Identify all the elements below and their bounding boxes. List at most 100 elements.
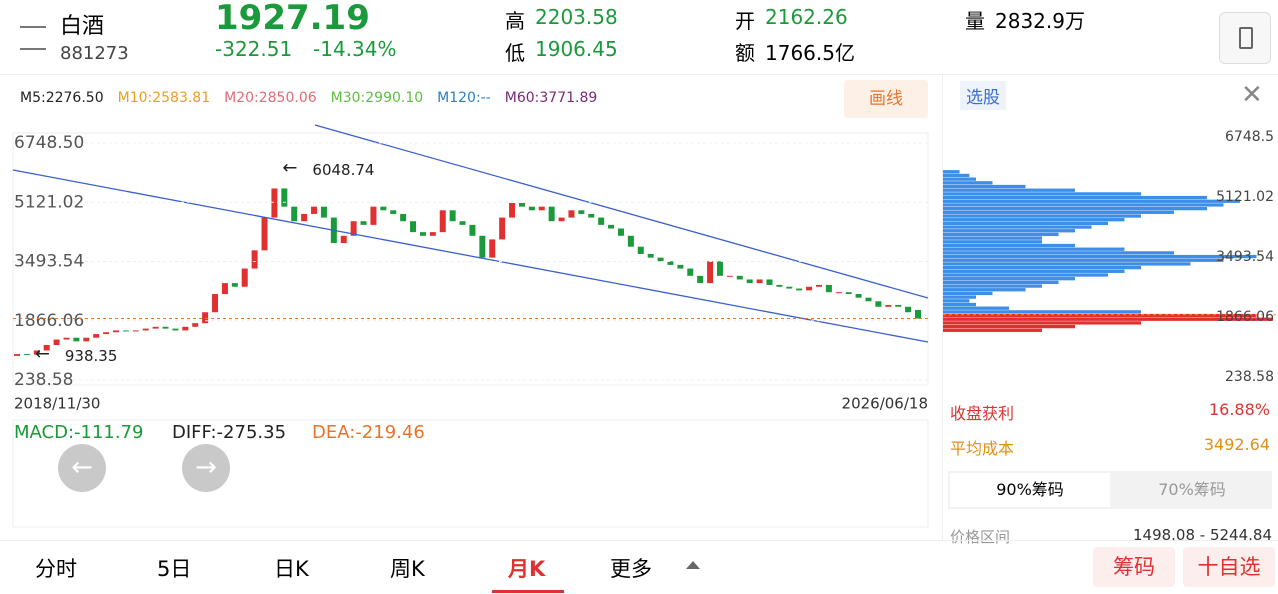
high-label: 高 (505, 9, 525, 33)
candle-down (647, 253, 654, 258)
chip-bar (943, 247, 1125, 251)
chip-bar (943, 328, 1042, 332)
candle-up (83, 337, 90, 342)
price-frame (12, 132, 929, 386)
candle-down (657, 257, 664, 262)
chip-bar (943, 170, 960, 174)
tab-70[interactable]: 70%筹码 (1158, 480, 1226, 499)
candle-up (538, 206, 545, 211)
chip-bar (943, 295, 976, 299)
chip-bar (943, 306, 1009, 310)
ma-entry: M60:3771.89 (504, 90, 598, 106)
candle-down (419, 232, 426, 236)
nav-tab[interactable]: 更多 (610, 557, 652, 581)
candle-up (182, 326, 189, 331)
next-button[interactable] (182, 444, 230, 492)
candle-up (33, 350, 40, 355)
high: 2203.58 (535, 5, 618, 29)
chip-bar (943, 269, 1125, 273)
chip-bar (943, 324, 1075, 329)
index-code: 881273 (60, 43, 129, 64)
volume-label: 量 (965, 9, 985, 33)
change: -322.51 (215, 37, 293, 61)
candle-down (281, 188, 288, 207)
candle-down (598, 217, 605, 225)
range: 1498.08 - 5244.84 (1132, 526, 1272, 544)
candle-up (489, 239, 496, 258)
nav-tab[interactable]: 5日 (157, 557, 192, 581)
candle-down (855, 294, 862, 298)
candle-down (449, 210, 456, 222)
menu-icon[interactable] (20, 26, 46, 50)
ma-entry: M20:2850.06 (224, 90, 317, 106)
chip-bar (943, 302, 976, 307)
trend-line (12, 169, 929, 343)
candle-up (192, 323, 199, 327)
dea-label: DEA:-219.46 (312, 422, 425, 443)
nav-tab[interactable]: 分时 (35, 557, 77, 581)
chip-bar (943, 265, 1141, 270)
candle-down (677, 264, 684, 269)
candle-up (212, 294, 219, 313)
tab-90[interactable]: 90%筹码 (950, 473, 1110, 507)
nav-tab[interactable]: 日K (274, 557, 309, 581)
extreme-arrow: ← (282, 157, 297, 178)
chip-bar (943, 280, 1059, 285)
candle-up (142, 328, 149, 331)
candles (14, 188, 921, 356)
candle-down (380, 206, 387, 211)
candle-down (400, 213, 407, 222)
candle-down (578, 210, 585, 214)
amount-label: 额 (735, 41, 755, 65)
candle-down (608, 224, 615, 229)
phone-button[interactable] (1219, 12, 1271, 64)
prev-button[interactable] (58, 444, 106, 492)
close-button[interactable]: ✕ (1241, 80, 1263, 110)
candle-down (588, 213, 595, 218)
chip-bar (943, 321, 1141, 325)
candle-down (746, 279, 753, 284)
candle-down (825, 284, 832, 293)
volume: 2832.9万 (995, 9, 1085, 33)
macd-label: MACD:-111.79 (14, 422, 144, 443)
low: 1906.45 (535, 37, 618, 61)
extreme-label: 6048.74 (312, 161, 374, 179)
candle-up (202, 312, 209, 324)
candle-down (905, 306, 912, 313)
candle-up (221, 283, 228, 295)
candle-down (687, 268, 694, 276)
watchlist-button[interactable]: 十自选 (1183, 547, 1275, 587)
candle-up (815, 284, 822, 287)
candle-down (895, 304, 902, 307)
candle-down (360, 221, 367, 225)
nav-tab-active[interactable]: 月K (508, 557, 546, 581)
chip-tick-label: 5121.02 (1216, 189, 1274, 205)
candle-up (43, 344, 50, 351)
date-start: 2018/11/30 (14, 395, 100, 413)
candle-up (340, 235, 347, 244)
chip-tick-label: 3493.54 (1216, 249, 1274, 265)
chip-bar (943, 192, 1141, 196)
stock-pick-button[interactable]: 选股 (960, 81, 1006, 110)
candle-down (231, 283, 238, 287)
y-tick-label: 5121.02 (14, 192, 84, 212)
phone-icon (1239, 27, 1253, 49)
index-name: 白酒 (60, 14, 105, 39)
chips-button[interactable]: 筹码 (1093, 547, 1175, 587)
chip-bar (943, 203, 1224, 207)
ma-entry: M120:-- (437, 90, 491, 106)
draw-button[interactable]: 画线 (844, 80, 928, 118)
next-arrow: → (195, 453, 217, 483)
cost: 3492.64 (1203, 435, 1270, 454)
candle-up (350, 221, 357, 236)
chip-bar (943, 229, 1075, 233)
candle-up (93, 334, 100, 338)
change-pct: -14.34% (313, 37, 397, 61)
candle-up (261, 217, 268, 251)
diff-label: DIFF:-275.35 (172, 422, 286, 443)
nav-tab[interactable]: 周K (390, 557, 425, 581)
candle-down (617, 228, 624, 236)
candle-up (271, 188, 278, 218)
price: 1927.19 (215, 0, 370, 38)
open-label: 开 (735, 9, 755, 33)
